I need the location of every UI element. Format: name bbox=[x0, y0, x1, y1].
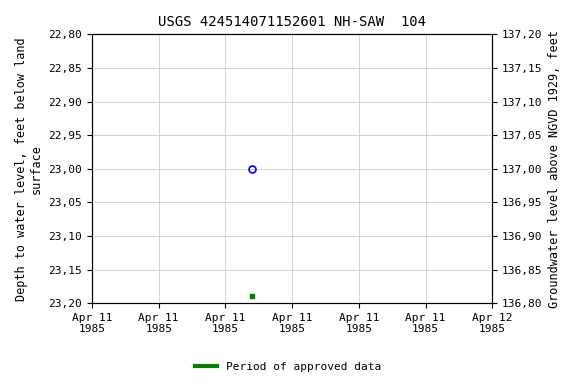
Y-axis label: Groundwater level above NGVD 1929, feet: Groundwater level above NGVD 1929, feet bbox=[548, 30, 561, 308]
Y-axis label: Depth to water level, feet below land
surface: Depth to water level, feet below land su… bbox=[15, 37, 43, 301]
Legend: Period of approved data: Period of approved data bbox=[191, 358, 385, 377]
Title: USGS 424514071152601 NH-SAW  104: USGS 424514071152601 NH-SAW 104 bbox=[158, 15, 426, 29]
